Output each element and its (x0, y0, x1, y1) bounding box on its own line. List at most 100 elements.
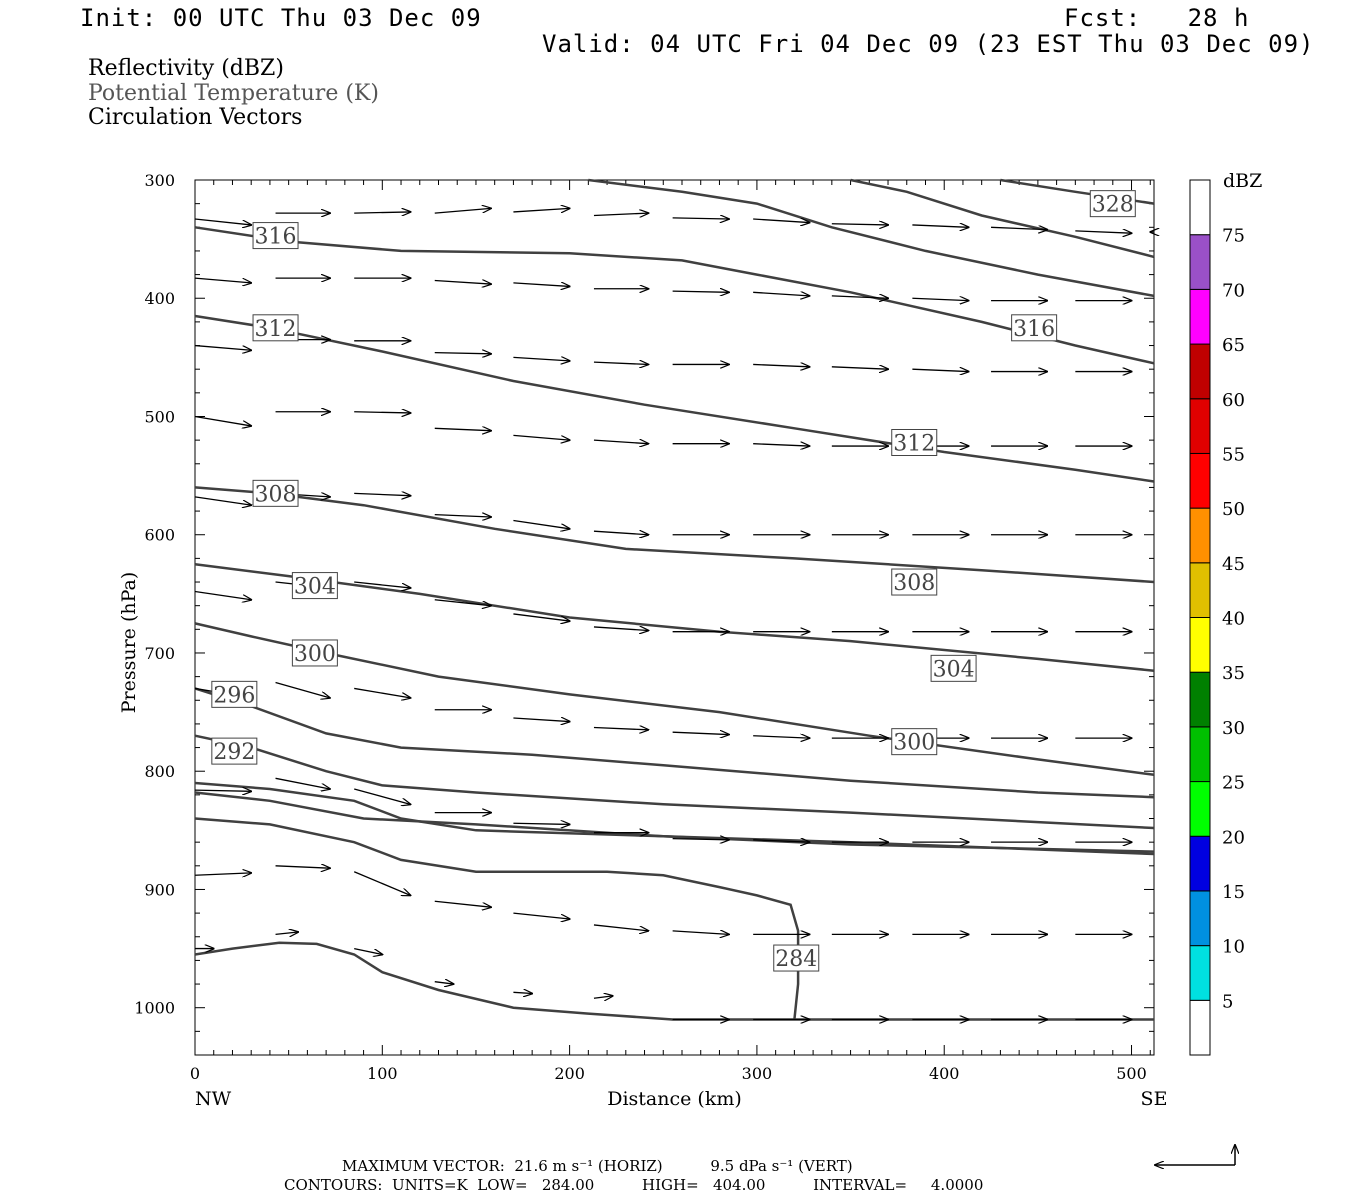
circulation-vector (354, 788, 410, 804)
contour-label-box (252, 479, 299, 507)
circulation-vector (831, 296, 888, 298)
colorbar-label: 30 (1222, 718, 1245, 739)
y-tick-label: 500 (144, 407, 175, 426)
contour-label: 284 (775, 947, 817, 972)
circulation-vector (434, 281, 491, 285)
circulation-vector (194, 790, 251, 791)
colorbar-label: 20 (1222, 827, 1245, 848)
contour-label: 296 (213, 683, 255, 708)
forecast-hour: Fcst: 28 h (1064, 4, 1250, 32)
colorbar-segment (1189, 507, 1211, 564)
circulation-vector (434, 208, 491, 214)
colorbar-label: 70 (1222, 280, 1245, 301)
colorbar-label: 45 (1222, 554, 1245, 575)
max-vector-note: MAXIMUM VECTOR: 21.6 m s⁻¹ (HORIZ) 9.5 d… (342, 1157, 853, 1175)
contour-label: 328 (1092, 193, 1134, 218)
circulation-vector (354, 412, 410, 413)
circulation-vector (753, 444, 809, 446)
colorbar-segment (1189, 562, 1211, 618)
circulation-vector (194, 344, 251, 351)
circulation-vector (513, 434, 569, 440)
circulation-vector (513, 992, 532, 993)
colorbar-segment (1189, 179, 1211, 236)
x-tick-label: 200 (554, 1064, 585, 1083)
colorbar-label: 50 (1222, 499, 1245, 520)
colorbar-label: 65 (1222, 335, 1245, 356)
circulation-vector (275, 681, 330, 698)
circulation-vector (434, 353, 491, 354)
contour-group (194, 178, 1155, 1021)
colorbar-segment (1189, 617, 1211, 673)
colorbar-label: 40 (1222, 609, 1245, 630)
theta-contour-312 (194, 314, 1155, 483)
circulation-vector (672, 732, 729, 734)
colorbar-label: 15 (1222, 882, 1245, 903)
circulation-vector (753, 364, 809, 366)
circulation-vector (672, 931, 729, 935)
theta-contour-288 (194, 781, 1155, 853)
field-reflectivity: Reflectivity (dBZ) (88, 56, 284, 81)
colorbar-label: 35 (1222, 663, 1245, 684)
contour-label-box (291, 572, 338, 600)
circulation-vector (194, 218, 251, 225)
circulation-vector (354, 212, 410, 213)
contour-label-box (773, 944, 820, 972)
circulation-vector (593, 627, 648, 631)
contour-label-box (211, 737, 258, 765)
colorbar-segment (1189, 398, 1211, 454)
circulation-vector (513, 718, 569, 722)
circulation-vector (513, 519, 569, 529)
circulation-vector (513, 283, 569, 287)
contour-label-box (211, 680, 258, 708)
circulation-vector (912, 369, 968, 371)
circulation-vector (593, 440, 648, 444)
colorbar-label: 55 (1222, 444, 1245, 465)
colorbar-segment (1189, 999, 1211, 1056)
y-tick-label: 900 (144, 880, 175, 899)
circulation-vector (672, 218, 729, 219)
circulation-vector (1075, 231, 1131, 233)
colorbar-segment (1189, 835, 1211, 892)
contour-label: 292 (213, 740, 255, 765)
circulation-vector (354, 947, 382, 955)
theta-contour-292 (194, 734, 1155, 830)
y-tick-label: 300 (144, 171, 175, 190)
contour-label-box (291, 639, 338, 667)
y-tick-label: 700 (144, 644, 175, 663)
circulation-vector (753, 292, 809, 296)
x-tick-label: 400 (929, 1064, 960, 1083)
y-tick-label: 600 (144, 526, 175, 545)
x-tick-label: 300 (742, 1064, 773, 1083)
circulation-vector (753, 840, 809, 842)
x-tick-label: 500 (1116, 1064, 1147, 1083)
circulation-vector (672, 839, 729, 840)
circulation-vector (194, 415, 251, 425)
contour-label-box (930, 654, 977, 682)
colorbar-segment (1189, 234, 1211, 290)
colorbar-label: 5 (1222, 991, 1233, 1012)
circulation-vector (513, 613, 569, 621)
circulation-vector (194, 496, 251, 505)
contour-label: 300 (893, 731, 935, 756)
y-tick-label: 400 (144, 289, 175, 308)
theta-contour-324 (850, 178, 1155, 259)
colorbar-segment (1189, 671, 1211, 728)
colorbar-segment (1189, 452, 1211, 509)
field-potential-temperature: Potential Temperature (K) (88, 81, 379, 106)
plot-frame (194, 179, 1155, 1056)
circulation-vector (434, 599, 491, 606)
colorbar-label: 60 (1222, 390, 1245, 411)
y-axis-title: Pressure (hPa) (118, 572, 140, 714)
circulation-vector (672, 291, 729, 292)
x-axis-title: Distance (km) (607, 1088, 742, 1110)
circulation-vector (593, 727, 648, 729)
contour-label: 304 (933, 657, 975, 682)
circulation-vector (753, 736, 809, 738)
circulation-vector (991, 227, 1047, 229)
contour-label: 312 (255, 317, 297, 342)
x-end-label-nw: NW (195, 1088, 232, 1110)
circulation-vector (513, 823, 569, 824)
circulation-vector (194, 590, 251, 599)
contour-label: 308 (893, 571, 935, 596)
